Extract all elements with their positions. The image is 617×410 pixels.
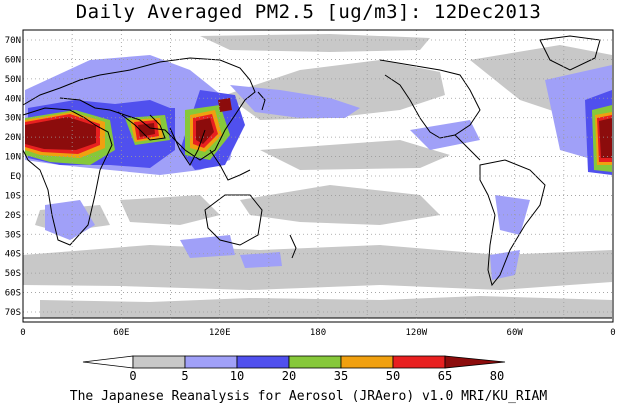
coast-greenland [539, 35, 601, 71]
lon-label: 60E [113, 328, 129, 338]
map-title: Daily Averaged PM2.5 [ug/m3]: 12Dec2013 [75, 1, 542, 23]
colorbar-level-label: 50 [386, 369, 400, 383]
field-darkred-sahara [25, 117, 96, 150]
field-lightblue-africa-south [45, 200, 95, 240]
colorbar-level-label: 35 [334, 369, 348, 383]
colorbar-level-label: 20 [282, 369, 296, 383]
lat-label: 10N [5, 153, 21, 163]
coast-japan [257, 91, 266, 111]
lon-label: 0 [610, 328, 615, 338]
pm25-concentration-field [23, 34, 612, 318]
map-frame [22, 29, 614, 323]
coast-se-asia [209, 149, 251, 181]
lat-label: 40N [5, 94, 21, 104]
lon-label: 120E [209, 328, 231, 338]
field-darkred-atlantic [599, 118, 612, 158]
field-gray-indian-ocean [120, 195, 220, 225]
lat-label: 60N [5, 55, 21, 65]
colorbar-level-label: 10 [230, 369, 244, 383]
lat-label: 40S [5, 250, 21, 260]
lat-label: 50S [5, 269, 21, 279]
pm25-map: 70N 60N 50N 40N 30N 20N 10N EQ 10S 20S 30S 40S 50S 60… [5, 29, 616, 383]
coast-europe-asia [22, 57, 256, 161]
colorbar-segment [288, 355, 342, 369]
lat-label: 50N [5, 75, 21, 85]
lat-label: 30N [5, 114, 21, 124]
field-gray-south-ocean [40, 296, 612, 318]
coast-africa [22, 107, 113, 246]
colorbar-segment [236, 355, 290, 369]
coast-central-america [454, 134, 481, 161]
lat-label: 20S [5, 211, 21, 221]
longitude-labels: 0 60E 120E 180 120W 60W 0 [20, 328, 615, 338]
colorbar-level-label: 0 [129, 369, 136, 383]
field-darkred-arabia [138, 123, 155, 137]
field-gray-pacific-north [330, 80, 390, 100]
field-lightblue-south-america [495, 195, 530, 235]
footer-credit: The Japanese Reanalysis for Aerosol (JRA… [69, 389, 548, 404]
lat-label: 70N [5, 36, 21, 46]
coast-new-zealand [289, 234, 297, 259]
coast-australia [204, 194, 263, 246]
field-gray-tropical-pacific [260, 140, 450, 170]
lat-label: EQ [10, 172, 21, 182]
coast-north-america [379, 59, 481, 139]
colorbar-segment [184, 355, 238, 369]
lat-label: 10S [5, 191, 21, 201]
field-darkred-china [218, 98, 232, 112]
colorbar-segment [392, 355, 446, 369]
lat-label: 60S [5, 289, 21, 299]
field-gray-arctic [200, 34, 430, 52]
field-lightblue-north-america [410, 120, 480, 150]
coast-india [169, 127, 206, 166]
colorbar-level-label: 65 [438, 369, 452, 383]
coast-arabia [117, 111, 166, 141]
lat-label: 30S [5, 230, 21, 240]
latitude-labels: 70N 60N 50N 40N 30N 20N 10N EQ 10S 20S 30S 40S 50S 60… [5, 36, 21, 318]
lon-label: 120W [405, 328, 427, 338]
lon-label: 60W [507, 328, 524, 338]
colorbar-segment [340, 355, 394, 369]
lon-label: 180 [310, 328, 326, 338]
field-lightblue-australia-east [240, 252, 282, 268]
lat-label: 20N [5, 133, 21, 143]
lon-label: 0 [20, 328, 25, 338]
colorbar-arrow-low [82, 355, 134, 369]
field-gray-southern-belt [23, 245, 612, 290]
colorbar-segment [132, 355, 186, 369]
colorbar-arrow-high [444, 355, 506, 369]
coast-south-america [479, 159, 546, 287]
colorbar: 0 5 10 20 35 50 65 80 [82, 355, 506, 383]
colorbar-level-label: 5 [181, 369, 188, 383]
field-lightblue-south-indian [180, 235, 235, 258]
field-gray-south-pacific [240, 185, 440, 225]
field-lightblue-patagonia [490, 250, 520, 280]
lat-label: 70S [5, 308, 21, 318]
colorbar-level-label: 80 [490, 369, 504, 383]
